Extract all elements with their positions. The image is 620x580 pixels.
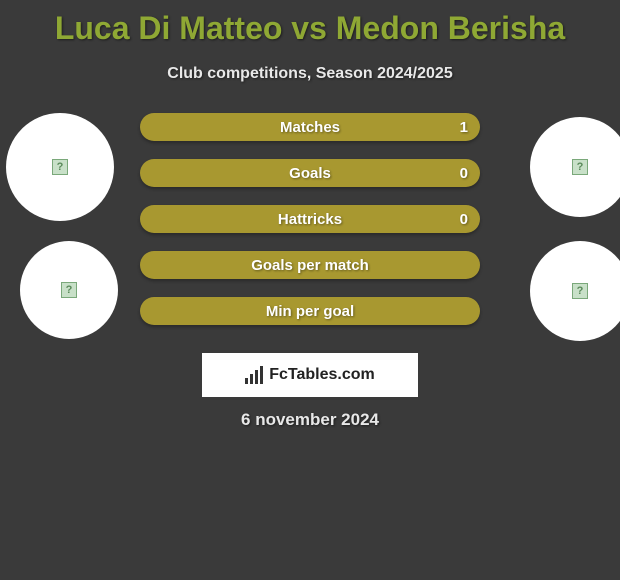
main-comparison-area: ? ? ? ? Matches 1 Goals 0 Hattricks 0 Go… [0, 113, 620, 363]
snapshot-date: 6 november 2024 [0, 410, 620, 430]
stat-label: Matches [140, 119, 480, 136]
placeholder-image-icon: ? [61, 282, 77, 298]
player2-avatar-circle: ? [530, 117, 620, 217]
fctables-logo: FcTables.com [202, 353, 418, 397]
placeholder-image-icon: ? [572, 283, 588, 299]
stat-bar-goals: Goals 0 [140, 159, 480, 187]
placeholder-image-icon: ? [572, 159, 588, 175]
stats-bars: Matches 1 Goals 0 Hattricks 0 Goals per … [140, 113, 480, 343]
logo-text: FcTables.com [269, 366, 375, 384]
stat-bar-min-per-goal: Min per goal [140, 297, 480, 325]
stat-label: Goals [140, 165, 480, 182]
team1-badge-circle: ? [20, 241, 118, 339]
stat-value: 0 [460, 211, 468, 228]
stat-value: 0 [460, 165, 468, 182]
subtitle: Club competitions, Season 2024/2025 [0, 65, 620, 83]
stat-label: Hattricks [140, 211, 480, 228]
stat-bar-goals-per-match: Goals per match [140, 251, 480, 279]
stat-value: 1 [460, 119, 468, 136]
stat-label: Goals per match [140, 257, 480, 274]
stat-bar-hattricks: Hattricks 0 [140, 205, 480, 233]
placeholder-image-icon: ? [52, 159, 68, 175]
stat-bar-matches: Matches 1 [140, 113, 480, 141]
logo-chart-icon [245, 366, 263, 384]
stat-label: Min per goal [140, 303, 480, 320]
player1-avatar-circle: ? [6, 113, 114, 221]
comparison-title: Luca Di Matteo vs Medon Berisha [0, 0, 620, 47]
team2-badge-circle: ? [530, 241, 620, 341]
